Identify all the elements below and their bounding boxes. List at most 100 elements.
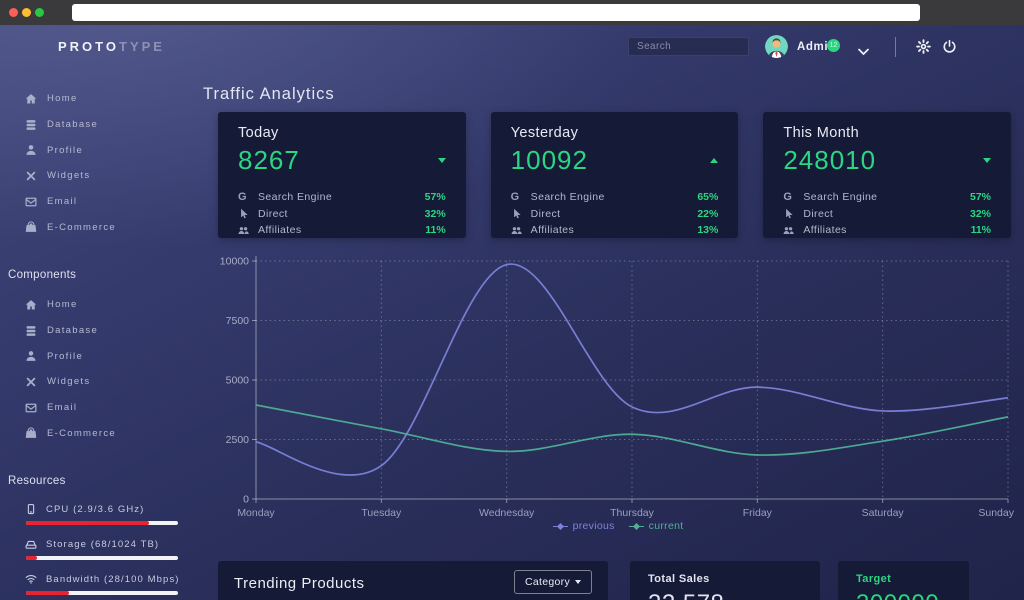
svg-text:Monday: Monday — [237, 507, 275, 519]
legend-label: current — [648, 520, 684, 532]
minimize-window-icon[interactable] — [22, 8, 31, 17]
google-icon: G — [238, 191, 247, 204]
database-icon — [26, 119, 36, 130]
components-item-profile[interactable]: Profile — [0, 343, 215, 369]
stat-card-title: Today — [238, 125, 279, 141]
source-row-search-engine: G Search Engine 57% — [238, 191, 446, 204]
stat-card-yesterday: Yesterday 10092 G Search Engine 65% Dire… — [490, 112, 739, 239]
stat-card-value: 10092 — [510, 145, 588, 175]
source-row-direct: Direct 32% — [783, 206, 991, 223]
target-value: 300000 — [856, 590, 969, 600]
power-icon[interactable] — [942, 39, 957, 59]
dashboard-app: PROTOTYPE Home Database Profile Widgets … — [0, 25, 1024, 600]
bottom-row: Trending Products Category Total Sales 3… — [218, 561, 1024, 600]
home-icon — [25, 93, 37, 104]
svg-text:0: 0 — [243, 494, 249, 506]
total-sales-label: Total Sales — [648, 573, 710, 585]
window-titlebar — [0, 0, 1024, 25]
resources-section-header: Resources — [8, 475, 66, 487]
trend-caret-icon[interactable] — [437, 158, 446, 163]
home-icon — [25, 299, 37, 310]
email-icon — [25, 197, 37, 206]
widgets-icon — [26, 171, 36, 181]
cpu-progress-bar — [26, 521, 178, 525]
legend-label: previous — [572, 520, 615, 532]
resource-cpu: CPU (2.9/3.6 GHz) — [0, 497, 215, 525]
notification-badge: 12 — [827, 39, 840, 52]
legend-marker-icon — [628, 522, 644, 530]
cursor-icon — [786, 208, 793, 219]
chevron-down-icon[interactable] — [858, 43, 869, 61]
trend-caret-icon[interactable] — [983, 158, 992, 163]
components-item-database[interactable]: Database — [0, 318, 215, 344]
components-item-ecommerce[interactable]: E-Commerce — [0, 420, 215, 446]
stat-card-value: 8267 — [238, 145, 300, 175]
url-bar[interactable] — [72, 4, 920, 21]
close-window-icon[interactable] — [9, 8, 18, 17]
ecommerce-icon — [25, 221, 37, 233]
user-name[interactable]: Admin — [797, 41, 836, 53]
brand-logo[interactable]: PROTOTYPE — [58, 39, 165, 54]
svg-text:Friday: Friday — [743, 507, 773, 519]
zoom-window-icon[interactable] — [35, 8, 44, 17]
legend-item-current[interactable]: current — [628, 520, 684, 532]
avatar[interactable] — [765, 35, 788, 58]
resources-list: CPU (2.9/3.6 GHz) Storage (68/1024 TB) B… — [0, 497, 215, 600]
cursor-icon — [241, 208, 248, 219]
header-divider — [895, 37, 896, 57]
profile-icon — [26, 145, 36, 156]
stat-card-title: This Month — [783, 125, 860, 141]
source-row-search-engine: G Search Engine 57% — [783, 191, 992, 204]
legend-item-previous[interactable]: previous — [552, 520, 615, 532]
users-icon — [511, 226, 522, 234]
traffic-line-chart: 0 2500 5000 7500 10000 Monday Tuesday Wednesday… — [220, 253, 1016, 520]
target-card: Target 300000 — [838, 561, 969, 600]
source-row-direct: Direct 22% — [511, 206, 718, 223]
svg-text:Saturday: Saturday — [862, 507, 905, 519]
svg-text:5000: 5000 — [226, 375, 250, 387]
sidebar-nav-main: Home Database Profile Widgets Email E-Co… — [0, 86, 215, 240]
components-item-widgets[interactable]: Widgets — [0, 369, 215, 395]
category-dropdown-button[interactable]: Category — [513, 570, 592, 594]
page-title: Traffic Analytics — [203, 85, 335, 103]
svg-text:2500: 2500 — [226, 434, 250, 446]
cpu-icon — [27, 503, 35, 515]
cursor-icon — [513, 208, 521, 219]
sidebar-item-email[interactable]: Email — [0, 189, 215, 215]
source-row-affiliates: Affiliates 11% — [238, 222, 446, 239]
sidebar-item-profile[interactable]: Profile — [0, 137, 215, 163]
database-icon — [26, 325, 36, 336]
sidebar-item-home[interactable]: Home — [0, 86, 215, 112]
stat-card-value: 248010 — [783, 145, 877, 175]
source-row-affiliates: Affiliates 11% — [783, 222, 991, 239]
components-item-email[interactable]: Email — [0, 395, 215, 421]
legend-marker-icon — [552, 522, 568, 530]
bandwidth-progress-bar — [26, 591, 178, 595]
trend-caret-icon[interactable] — [710, 158, 719, 163]
sidebar-item-ecommerce[interactable]: E-Commerce — [0, 214, 215, 240]
chart-legend: previous current — [220, 520, 1016, 532]
stat-card-today: Today 8267 G Search Engine 57% Direct 32… — [218, 112, 466, 238]
sidebar-item-widgets[interactable]: Widgets — [0, 163, 215, 189]
resource-storage: Storage (68/1024 TB) — [0, 532, 215, 560]
svg-text:Wednesday: Wednesday — [479, 507, 535, 519]
source-row-direct: Direct 32% — [238, 206, 446, 223]
email-icon — [25, 403, 37, 412]
stat-cards-row: Today 8267 G Search Engine 57% Direct 32… — [218, 112, 1012, 239]
trending-products-card: Trending Products Category — [218, 561, 608, 600]
total-sales-value: 32,578 — [648, 590, 820, 600]
source-row-affiliates: Affiliates 13% — [511, 222, 718, 239]
target-label: Target — [856, 573, 892, 585]
stat-card-title: Yesterday — [510, 125, 579, 141]
stat-card-this-month: This Month 248010 G Search Engine 57% Di… — [763, 112, 1012, 239]
total-sales-card: Total Sales 32,578 — [630, 561, 820, 600]
caret-down-icon — [575, 580, 581, 585]
ecommerce-icon — [25, 427, 37, 439]
svg-text:Sunday: Sunday — [978, 507, 1014, 519]
sidebar-item-database[interactable]: Database — [0, 112, 215, 138]
profile-icon — [26, 351, 36, 362]
search-input[interactable] — [628, 37, 749, 56]
gear-icon[interactable] — [916, 39, 931, 59]
components-item-home[interactable]: Home — [0, 292, 215, 318]
users-icon — [238, 226, 249, 234]
